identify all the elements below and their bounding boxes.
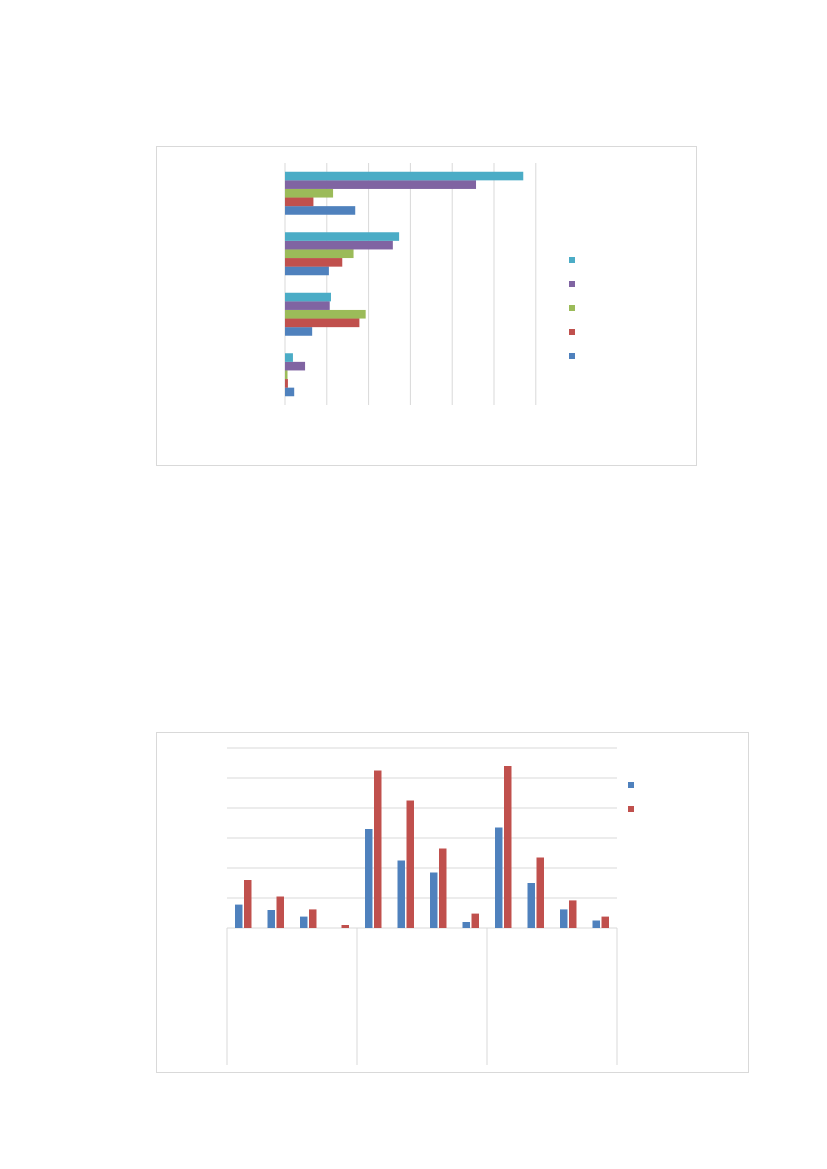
bar [569,900,577,928]
bar [601,916,609,928]
bar [285,353,293,362]
bar [285,387,295,397]
chart-vertical-bars [156,732,749,1073]
bar [276,896,284,928]
bar [285,379,288,388]
bar [285,188,334,198]
legend-marker [569,305,575,311]
bar [285,361,306,371]
bar [285,180,477,189]
bar [285,301,330,310]
bar [285,258,343,267]
bar [285,318,360,328]
bar [406,800,414,928]
bar [300,916,308,928]
legend-marker [628,782,634,788]
bar [536,857,544,928]
bar [471,913,479,928]
bar [285,171,524,181]
bar [560,909,568,928]
legend-marker [569,353,575,359]
bar [285,327,313,336]
bar [285,292,331,302]
bar [285,206,356,215]
chart-horizontal-bars [156,146,697,466]
bar [439,848,447,928]
bar [397,860,405,928]
bar [285,370,288,380]
legend-marker [569,329,575,335]
bar [365,829,373,928]
bar [267,910,275,928]
bar [504,766,512,928]
bar [285,240,393,250]
bar [244,880,252,928]
legend-marker [628,806,634,812]
bar [285,232,400,241]
bar [462,922,470,928]
bar [592,920,600,928]
bar [374,770,382,928]
bar [285,266,329,276]
chart-2-plot [226,747,634,1065]
legend-marker [569,257,575,263]
bar [285,249,354,259]
bar [309,909,317,928]
bar [285,309,366,319]
bar [430,872,438,928]
bar [285,197,314,207]
bar [235,904,243,928]
legend-marker [569,281,575,287]
bar [527,883,535,928]
chart-1-plot [284,163,575,405]
bar [495,827,503,928]
bar [341,925,349,928]
